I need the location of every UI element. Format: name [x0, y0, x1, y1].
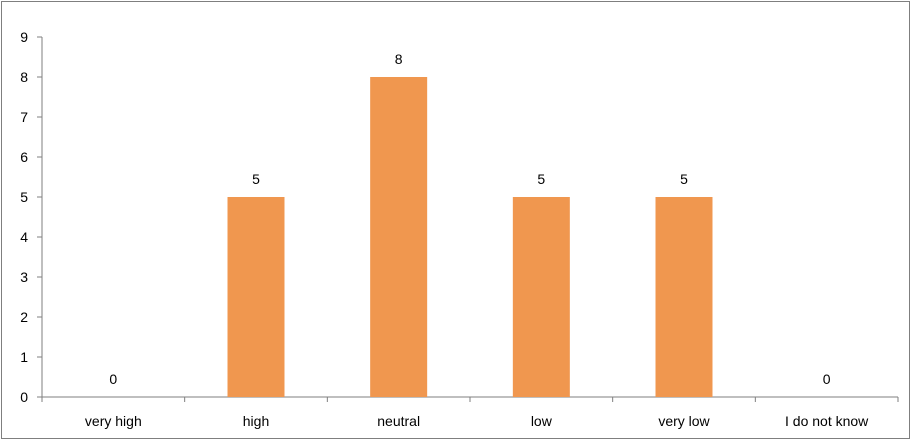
bar-low	[512, 197, 570, 397]
y-tick-label: 3	[20, 269, 28, 285]
y-tick-label: 2	[20, 309, 28, 325]
data-label: 5	[680, 171, 688, 187]
y-tick-label: 4	[20, 229, 28, 245]
x-tick-label: low	[531, 413, 553, 429]
y-tick-label: 6	[20, 149, 28, 165]
bar-high	[227, 197, 285, 397]
data-label: 0	[823, 371, 831, 387]
bar-neutral	[370, 77, 428, 397]
data-label: 5	[537, 171, 545, 187]
x-tick-label: high	[243, 413, 269, 429]
bar-very-low	[655, 197, 713, 397]
data-label: 5	[252, 171, 260, 187]
y-tick-label: 1	[20, 349, 28, 365]
x-axis: very high high neutral low very low I do not …	[41, 396, 899, 429]
data-label: 0	[109, 371, 117, 387]
y-tick-label: 8	[20, 69, 28, 85]
x-tick-label: I do not know	[785, 413, 869, 429]
data-labels: 0 5 8 5 5 0	[109, 51, 830, 387]
y-tick-label: 7	[20, 109, 28, 125]
y-tick-label: 5	[20, 189, 28, 205]
y-tick-label: 9	[20, 29, 28, 45]
data-label: 8	[395, 51, 403, 67]
x-tick-label: very low	[658, 413, 710, 429]
x-tick-label: neutral	[377, 413, 420, 429]
y-axis: 0 1 2 3 4 5 6 7 8 9	[20, 29, 43, 405]
x-tick-label: very high	[85, 413, 142, 429]
bars	[227, 77, 713, 397]
y-tick-label: 0	[20, 389, 28, 405]
